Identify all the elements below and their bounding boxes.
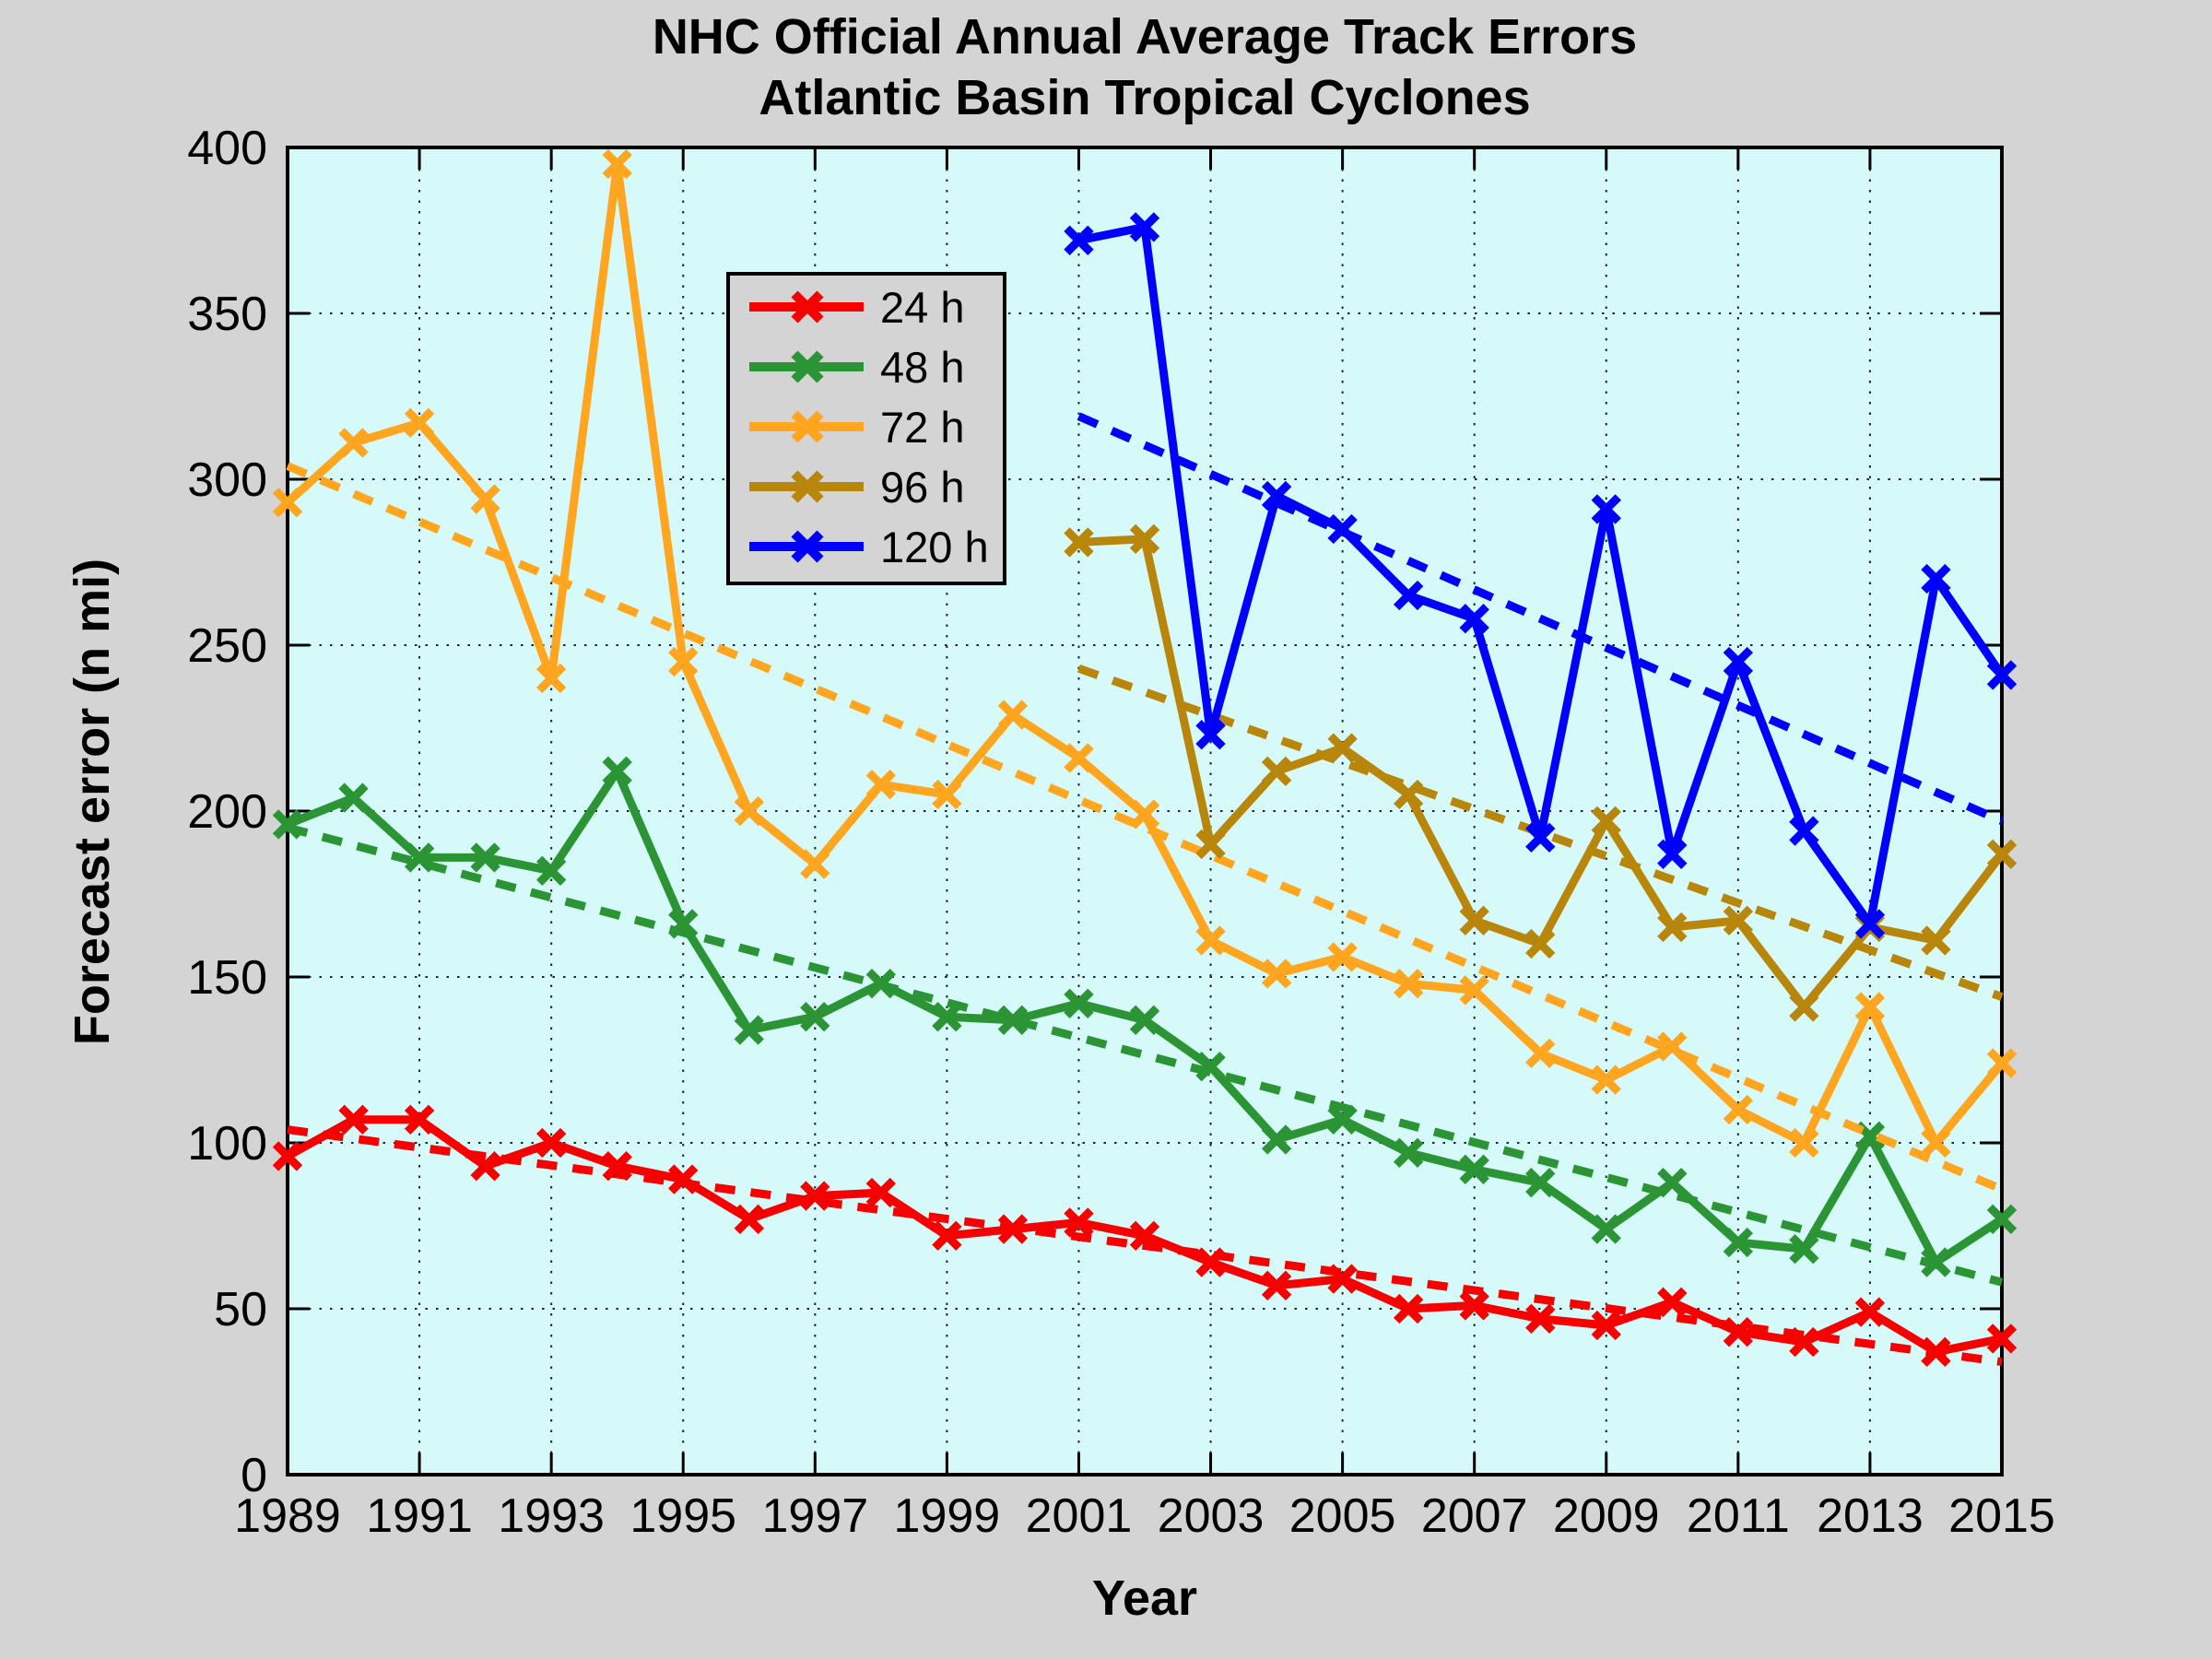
series-green-trend-line <box>286 823 2004 1287</box>
chart-title-line1: NHC Official Annual Average Track Errors <box>653 9 1637 65</box>
series-red-markers <box>272 1104 2018 1367</box>
series-gold-markers <box>1064 524 2018 1022</box>
x-tick-label-1999: 1999 <box>894 1489 1001 1543</box>
x-tick-label-1997: 1997 <box>761 1489 868 1543</box>
legend-label-orange: 72 h <box>880 403 964 452</box>
x-tick-label-2011: 2011 <box>1687 1489 1790 1543</box>
y-tick-label-200: 200 <box>187 785 267 839</box>
x-tick-label-2013: 2013 <box>1817 1489 1924 1543</box>
legend-label-red: 24 h <box>880 283 964 332</box>
series-gold-trend-line <box>1077 664 2004 1001</box>
x-tick-label-2003: 2003 <box>1158 1489 1265 1543</box>
series-green-markers <box>272 756 2018 1277</box>
legend-label-green: 48 h <box>880 343 964 392</box>
legend-sample-marker-blue <box>791 530 824 563</box>
series-blue-markers <box>1064 212 2018 939</box>
x-tick-label-1993: 1993 <box>498 1489 605 1543</box>
x-tick-label-1991: 1991 <box>366 1489 473 1543</box>
x-tick-label-2015: 2015 <box>1948 1489 2055 1543</box>
y-tick-label-0: 0 <box>241 1449 267 1502</box>
y-tick-label-400: 400 <box>187 122 267 175</box>
series-blue-trend-line <box>1077 412 2004 825</box>
legend-label-gold: 96 h <box>880 463 964 512</box>
y-tick-label-300: 300 <box>187 453 267 507</box>
legend-label-blue: 120 h <box>880 523 989 571</box>
y-tick-label-350: 350 <box>187 288 267 341</box>
x-tick-label-1995: 1995 <box>629 1489 736 1543</box>
x-tick-label-2001: 2001 <box>1026 1489 1133 1543</box>
x-tick-label-1989: 1989 <box>234 1489 341 1543</box>
series-orange-trend-line <box>286 462 2004 1194</box>
y-tick-label-150: 150 <box>187 951 267 1005</box>
y-axis-label: Forecast error (n mi) <box>65 559 120 1045</box>
x-axis-label: Year <box>1092 1571 1197 1626</box>
y-tick-label-50: 50 <box>214 1283 267 1336</box>
x-tick-label-2005: 2005 <box>1289 1489 1396 1543</box>
legend-sample-marker-red <box>791 290 824 324</box>
series-orange-markers <box>272 148 2018 1159</box>
x-tick-label-2007: 2007 <box>1421 1489 1528 1543</box>
y-tick-label-250: 250 <box>187 619 267 673</box>
legend-sample-marker-gold <box>791 470 824 503</box>
chart-title-line2: Atlantic Basin Tropical Cyclones <box>759 70 1530 125</box>
legend-sample-marker-orange <box>791 410 824 443</box>
y-tick-label-100: 100 <box>187 1117 267 1171</box>
x-tick-label-2009: 2009 <box>1553 1489 1660 1543</box>
legend-sample-marker-green <box>791 350 824 383</box>
